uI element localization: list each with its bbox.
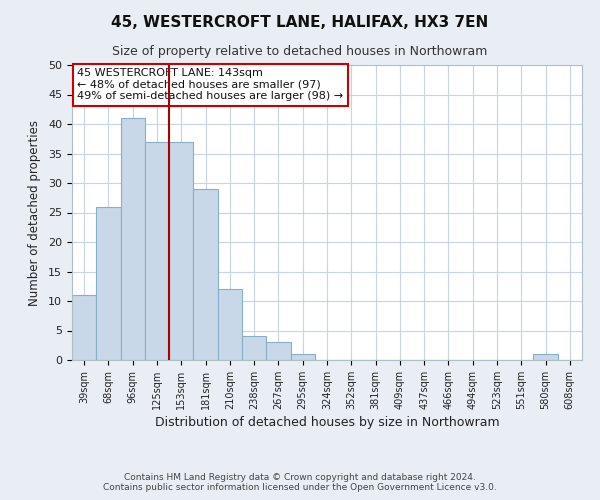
Text: 45 WESTERCROFT LANE: 143sqm
← 48% of detached houses are smaller (97)
49% of sem: 45 WESTERCROFT LANE: 143sqm ← 48% of det… — [77, 68, 343, 101]
Text: Contains HM Land Registry data © Crown copyright and database right 2024.
Contai: Contains HM Land Registry data © Crown c… — [103, 473, 497, 492]
Bar — [193, 189, 218, 360]
Bar — [72, 295, 96, 360]
Bar — [290, 354, 315, 360]
Text: Size of property relative to detached houses in Northowram: Size of property relative to detached ho… — [112, 45, 488, 58]
Bar — [266, 342, 290, 360]
Bar — [218, 289, 242, 360]
Y-axis label: Number of detached properties: Number of detached properties — [28, 120, 41, 306]
Bar — [145, 142, 169, 360]
Bar — [96, 206, 121, 360]
Text: 45, WESTERCROFT LANE, HALIFAX, HX3 7EN: 45, WESTERCROFT LANE, HALIFAX, HX3 7EN — [112, 15, 488, 30]
Bar — [121, 118, 145, 360]
Bar — [242, 336, 266, 360]
Bar — [169, 142, 193, 360]
X-axis label: Distribution of detached houses by size in Northowram: Distribution of detached houses by size … — [155, 416, 499, 429]
Bar — [533, 354, 558, 360]
